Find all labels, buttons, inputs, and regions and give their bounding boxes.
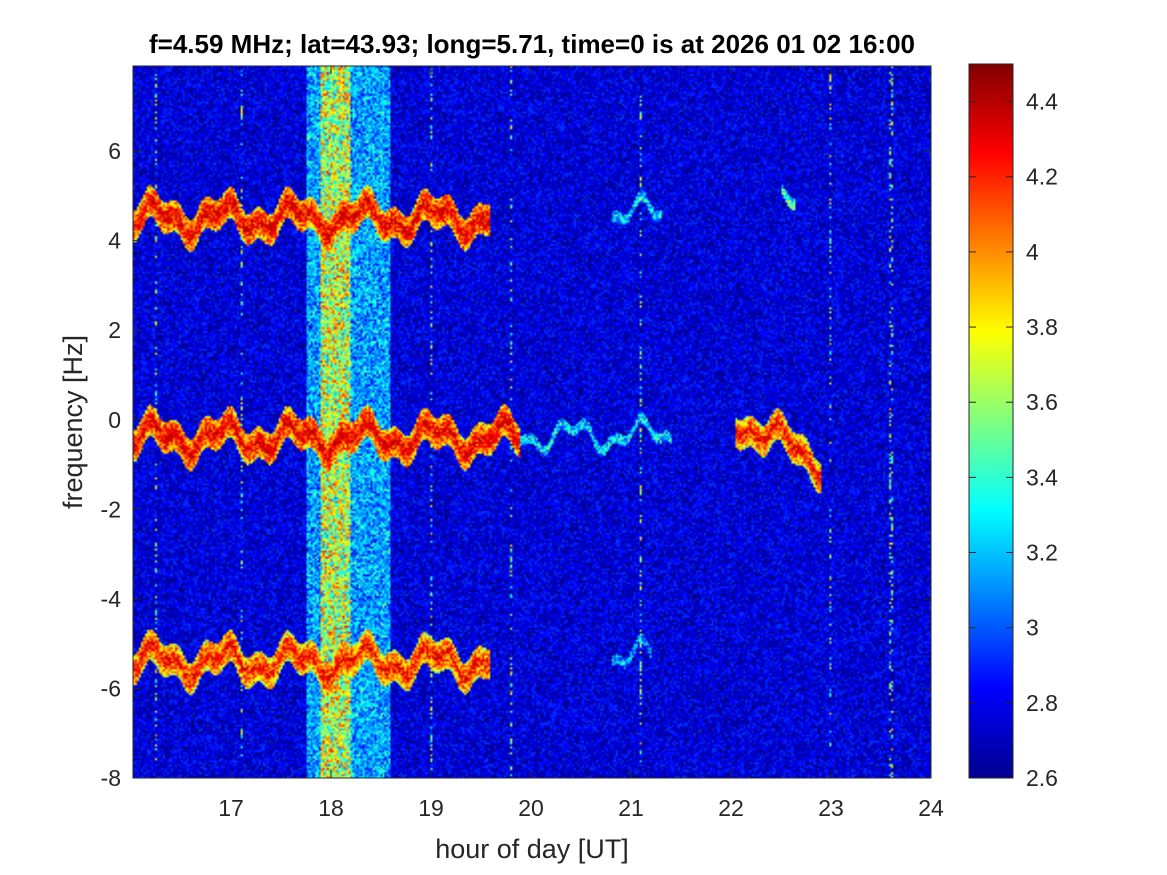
colorbar-tick-label: 3.8	[1026, 314, 1058, 340]
x-tick-label: 24	[918, 795, 944, 821]
colorbar	[969, 64, 1013, 778]
spectrogram-heatmap	[133, 66, 931, 778]
y-tick-label: -4	[101, 586, 122, 612]
x-tick-label: 17	[218, 795, 244, 821]
x-axis-label: hour of day [UT]	[435, 834, 629, 864]
x-tick-label: 22	[718, 795, 744, 821]
x-tick-label: 20	[518, 795, 544, 821]
y-tick-label: -6	[101, 675, 121, 701]
y-tick-label: 0	[108, 407, 121, 433]
x-tick-label: 21	[618, 795, 644, 821]
colorbar-tick-label: 4	[1026, 239, 1039, 265]
y-axis-ticks: -8 -6 -4 -2 0 2 4 6	[101, 138, 931, 791]
y-tick-label: 2	[108, 317, 121, 343]
x-axis-ticks: 17 18 19 20 21 22 23 24	[218, 66, 944, 821]
plot-frame	[132, 65, 932, 779]
y-tick-label: 6	[108, 138, 121, 164]
x-tick-label: 18	[318, 795, 344, 821]
colorbar-frame	[968, 63, 1014, 779]
colorbar-tick-label: 3.6	[1026, 389, 1058, 415]
colorbar-tick-label: 3.4	[1026, 464, 1058, 490]
colorbar-tick-label: 2.8	[1026, 690, 1058, 716]
y-tick-label: -2	[101, 496, 121, 522]
colorbar-tick-label: 4.2	[1026, 164, 1058, 190]
colorbar-tick-label: 3	[1026, 615, 1039, 641]
colorbar-tick-label: 3.2	[1026, 540, 1058, 566]
colorbar-tick-label: 2.6	[1026, 765, 1058, 791]
x-tick-label: 23	[818, 795, 844, 821]
colorbar-tick-label: 4.4	[1026, 89, 1058, 115]
x-tick-label: 19	[418, 795, 444, 821]
chart-title: f=4.59 MHz; lat=43.93; long=5.71, time=0…	[149, 29, 915, 59]
colorbar-ticks: 2.6 2.8 3 3.2 3.4 3.6 3.8 4 4.2 4.4	[969, 89, 1058, 791]
y-axis-label: frequency [Hz]	[58, 335, 88, 509]
y-tick-label: 4	[108, 228, 121, 254]
y-tick-label: -8	[101, 765, 121, 791]
